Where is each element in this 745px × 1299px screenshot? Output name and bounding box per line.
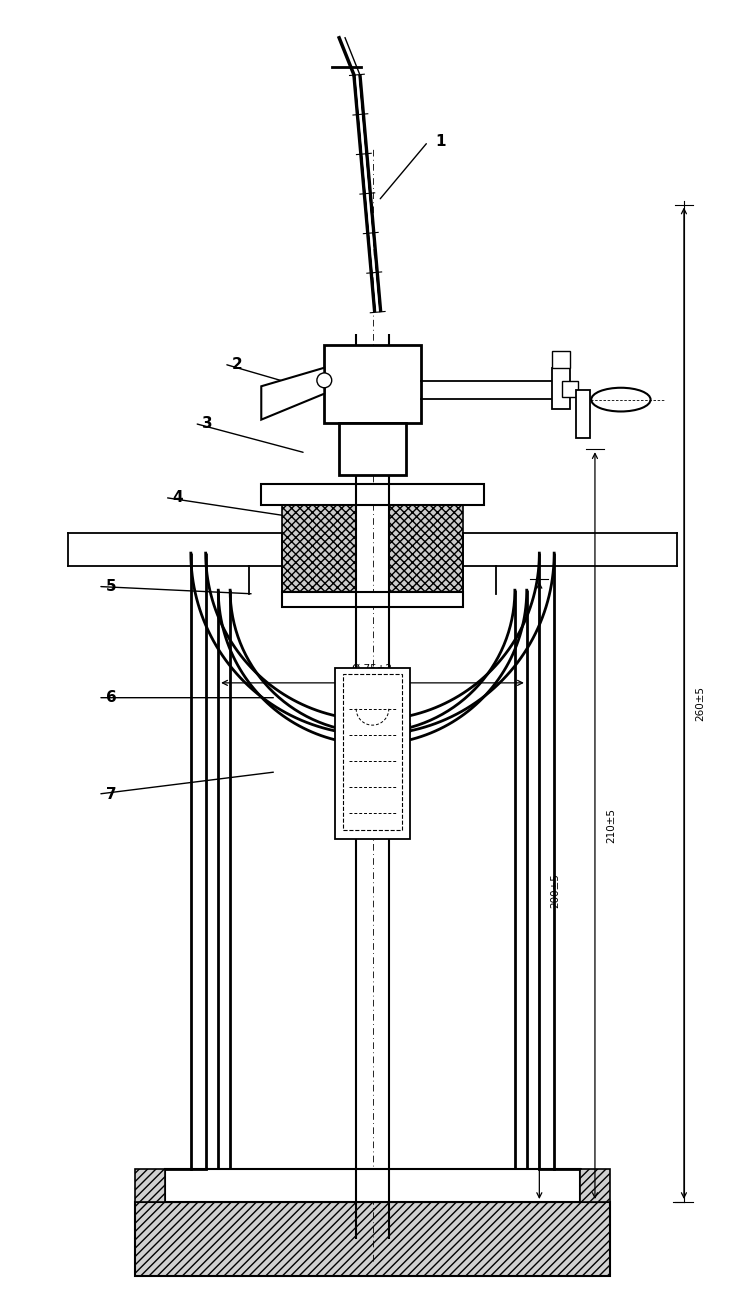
Text: 210±5: 210±5	[606, 808, 616, 843]
Bar	[165, 1169, 580, 1202]
Bar	[282, 505, 356, 594]
Text: 4: 4	[172, 490, 183, 505]
Text: Ø 75±2: Ø 75±2	[352, 664, 393, 674]
Bar	[261, 485, 484, 505]
Bar	[562, 381, 578, 397]
Bar	[552, 368, 571, 408]
Bar	[335, 668, 410, 839]
Text: 6: 6	[106, 690, 116, 705]
Bar	[282, 592, 463, 607]
Bar	[136, 1202, 609, 1276]
Bar	[552, 352, 571, 368]
Bar	[324, 346, 421, 423]
Text: 3: 3	[202, 416, 212, 431]
Text: Ø 35±1: Ø 35±1	[352, 708, 393, 718]
Bar	[339, 423, 406, 475]
Circle shape	[317, 373, 332, 388]
Bar	[580, 1169, 609, 1202]
Text: 2: 2	[232, 356, 242, 372]
Text: 5: 5	[106, 579, 116, 594]
Bar	[577, 390, 590, 438]
Bar	[389, 505, 463, 594]
Bar	[343, 674, 402, 830]
Text: 260±5: 260±5	[695, 686, 705, 721]
Ellipse shape	[592, 388, 650, 412]
Text: 200±5: 200±5	[551, 873, 560, 908]
Polygon shape	[261, 368, 324, 420]
Bar	[136, 1169, 165, 1202]
Text: 1: 1	[436, 134, 446, 149]
Text: 7: 7	[106, 787, 116, 801]
